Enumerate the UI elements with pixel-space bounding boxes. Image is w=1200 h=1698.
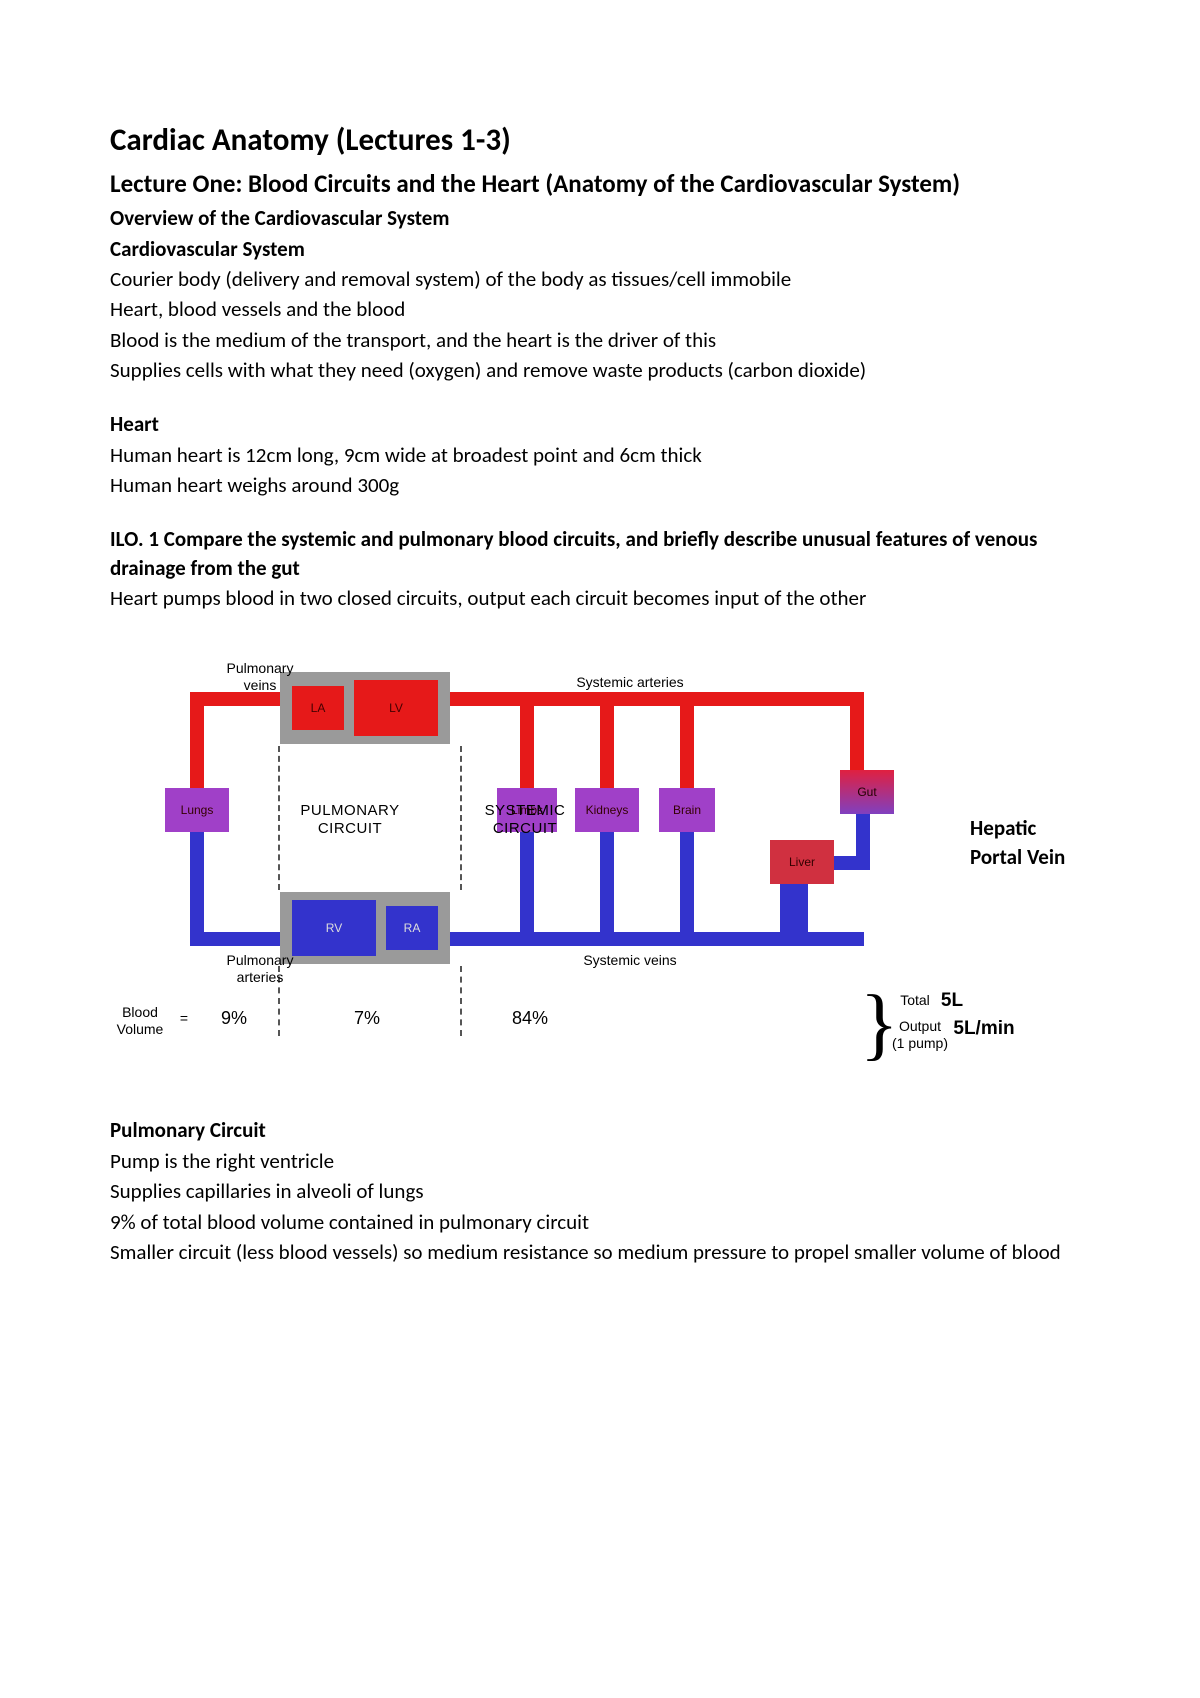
page-title: Cardiac Anatomy (Lectures 1-3) <box>110 120 1090 162</box>
body-text: Pump is the right ventricle <box>110 1147 1090 1175</box>
section-overview-title: Overview of the Cardiovascular System <box>110 204 1090 232</box>
body-text: Human heart weighs around 300g <box>110 471 1090 499</box>
organ-lungs: Lungs <box>165 788 229 832</box>
body-text: Human heart is 12cm long, 9cm wide at br… <box>110 441 1090 469</box>
body-text: Heart, blood vessels and the blood <box>110 295 1090 323</box>
section-cvs-title: Cardiovascular System <box>110 235 1090 263</box>
circulation-diagram: LALVRVRALungsLimbsKidneysBrainGutLiverPu… <box>100 632 1090 1062</box>
ilo-title: ILO. 1 Compare the systemic and pulmonar… <box>110 525 1090 582</box>
body-text: Supplies capillaries in alveoli of lungs <box>110 1177 1090 1205</box>
section-heart-title: Heart <box>110 410 1090 438</box>
section-pulmonary-title: Pulmonary Circuit <box>110 1116 1090 1144</box>
lecture-subtitle: Lecture One: Blood Circuits and the Hear… <box>110 168 1090 201</box>
organ-kidneys: Kidneys <box>575 788 639 832</box>
body-text: Supplies cells with what they need (oxyg… <box>110 356 1090 384</box>
body-text: Courier body (delivery and removal syste… <box>110 265 1090 293</box>
body-text: Heart pumps blood in two closed circuits… <box>110 584 1090 612</box>
body-text: Blood is the medium of the transport, an… <box>110 326 1090 354</box>
hepatic-portal-label: Hepatic Portal Vein <box>970 814 1090 871</box>
organ-brain: Brain <box>659 788 715 832</box>
body-text: 9% of total blood volume contained in pu… <box>110 1208 1090 1236</box>
body-text: Smaller circuit (less blood vessels) so … <box>110 1238 1090 1266</box>
